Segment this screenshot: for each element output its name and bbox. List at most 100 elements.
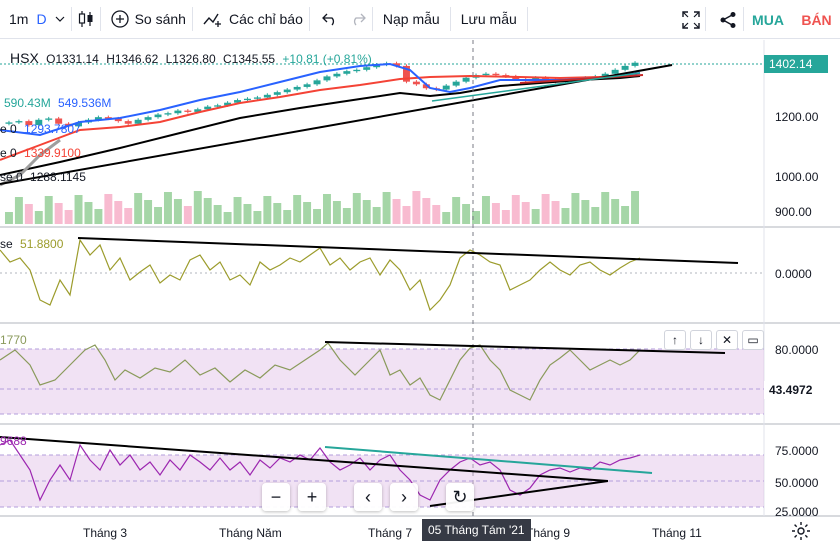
volume-value-a: 590.43M — [4, 96, 51, 110]
stochastic-trendline — [324, 341, 726, 354]
volume-bar — [581, 200, 590, 224]
candle-body — [94, 117, 102, 120]
redo-icon — [350, 12, 366, 26]
candle-body — [283, 89, 291, 93]
load-template-button[interactable]: Nạp mẫu — [373, 0, 450, 39]
volume-bar — [154, 207, 163, 224]
ma1-prefix: e 0 — [0, 122, 17, 136]
volume-bar — [432, 205, 441, 224]
candle-body — [124, 121, 132, 124]
oscillator-legend: se 51.8800 — [0, 237, 67, 251]
share-button[interactable] — [713, 0, 743, 39]
volume-bar — [491, 203, 500, 224]
toolbar-divider — [371, 7, 373, 31]
trendline-red — [519, 74, 644, 84]
stochastic-pane — [0, 341, 764, 415]
sell-button[interactable]: BÁN — [801, 11, 832, 28]
volume-bar — [54, 203, 63, 224]
volume-bar — [74, 195, 83, 224]
ma2-prefix: e 0 — [0, 146, 17, 160]
candle-body — [353, 69, 361, 72]
undo-button[interactable] — [310, 0, 344, 39]
ohlc-open: O1331.14 — [46, 52, 99, 66]
scroll-left-button[interactable]: ‹ — [354, 483, 382, 511]
redo-button[interactable] — [344, 0, 372, 39]
volume-bar — [114, 201, 123, 224]
trendline-black — [0, 64, 673, 185]
save-layout-label: Lưu mẫu — [460, 11, 517, 27]
candles-icon — [78, 10, 94, 28]
time-label-may: Tháng Năm — [219, 526, 282, 540]
move-pane-up-button[interactable]: ↑ — [664, 330, 686, 350]
volume-bar — [342, 208, 351, 224]
time-label-sep: Tháng 9 — [526, 526, 571, 540]
volume-bar — [591, 207, 600, 224]
reset-chart-button[interactable]: ↻ — [446, 483, 474, 511]
scroll-right-button[interactable]: › — [390, 483, 418, 511]
rsi-tick-75: 75.0000 — [775, 444, 819, 458]
candle-body — [134, 119, 142, 124]
volume-bar — [104, 194, 113, 224]
toolbar-divider — [449, 7, 451, 31]
candle-body — [492, 73, 500, 76]
candle-body — [343, 71, 351, 74]
style-dropdown[interactable]: D — [34, 0, 70, 39]
stochastic-tick-80: 80.0000 — [775, 343, 819, 357]
move-pane-down-button[interactable]: ↓ — [690, 330, 712, 350]
volume-bar — [94, 209, 103, 224]
volume-bar — [511, 195, 520, 224]
rsi-line — [0, 439, 641, 502]
plus-circle-icon — [110, 10, 129, 28]
price-tick-1000: 1000.00 — [775, 170, 819, 184]
candle-body — [234, 100, 242, 103]
maximize-pane-button[interactable]: ▭ — [742, 330, 764, 350]
toolbar-divider — [99, 7, 101, 31]
ma-gray-line — [0, 138, 61, 187]
volume-bar — [392, 199, 401, 224]
volume-bar — [551, 201, 560, 224]
bar-style-button[interactable] — [72, 0, 100, 39]
ma1-legend: e 0 1293.7807 — [0, 122, 85, 136]
candle-body — [243, 98, 251, 101]
buy-button[interactable]: MUA — [752, 11, 784, 28]
candle-body — [313, 80, 321, 85]
zoom-in-button[interactable]: + — [298, 483, 326, 511]
minus-icon: − — [270, 486, 282, 507]
volume-bar — [352, 193, 361, 224]
volume-bar — [124, 208, 133, 224]
interval-button[interactable]: 1m — [0, 0, 34, 39]
indicators-button[interactable]: Các chỉ báo — [193, 0, 309, 39]
candle-body — [224, 102, 232, 106]
volume-bar — [472, 211, 481, 224]
price-tick-1200: 1200.00 — [775, 110, 819, 124]
volume-bar — [521, 202, 530, 224]
share-icon — [719, 11, 737, 29]
chart-settings-button[interactable] — [791, 521, 811, 541]
compare-button[interactable]: So sánh — [101, 0, 192, 39]
volume-bar — [273, 203, 282, 224]
volume-bar — [362, 200, 371, 224]
oscillator-prefix: se — [0, 237, 13, 251]
zoom-out-button[interactable]: − — [262, 483, 290, 511]
fullscreen-button[interactable] — [676, 0, 706, 39]
close-pane-button[interactable]: ✕ — [716, 330, 738, 350]
gear-icon — [791, 522, 811, 545]
volume-bar — [621, 206, 630, 224]
volume-bar — [24, 204, 33, 224]
volume-bar — [144, 200, 153, 224]
save-layout-button[interactable]: Lưu mẫu — [451, 0, 527, 39]
volume-bar — [501, 210, 510, 224]
arrow-down-icon: ↓ — [698, 333, 704, 347]
candle-body — [184, 110, 192, 112]
volume-bar — [382, 192, 391, 224]
volume-bar — [571, 193, 580, 224]
symbol-name[interactable]: HSX — [10, 50, 39, 66]
ohlc-low: L1326.80 — [165, 52, 216, 66]
symbol-legend: HSX O1331.14 H1346.62 L1326.80 C1345.55 … — [10, 50, 376, 66]
time-label-jul: Tháng 7 — [368, 526, 413, 540]
fullscreen-icon — [682, 10, 700, 29]
candle-body — [611, 69, 619, 74]
candle-body — [293, 86, 301, 90]
candle-body — [412, 81, 420, 85]
